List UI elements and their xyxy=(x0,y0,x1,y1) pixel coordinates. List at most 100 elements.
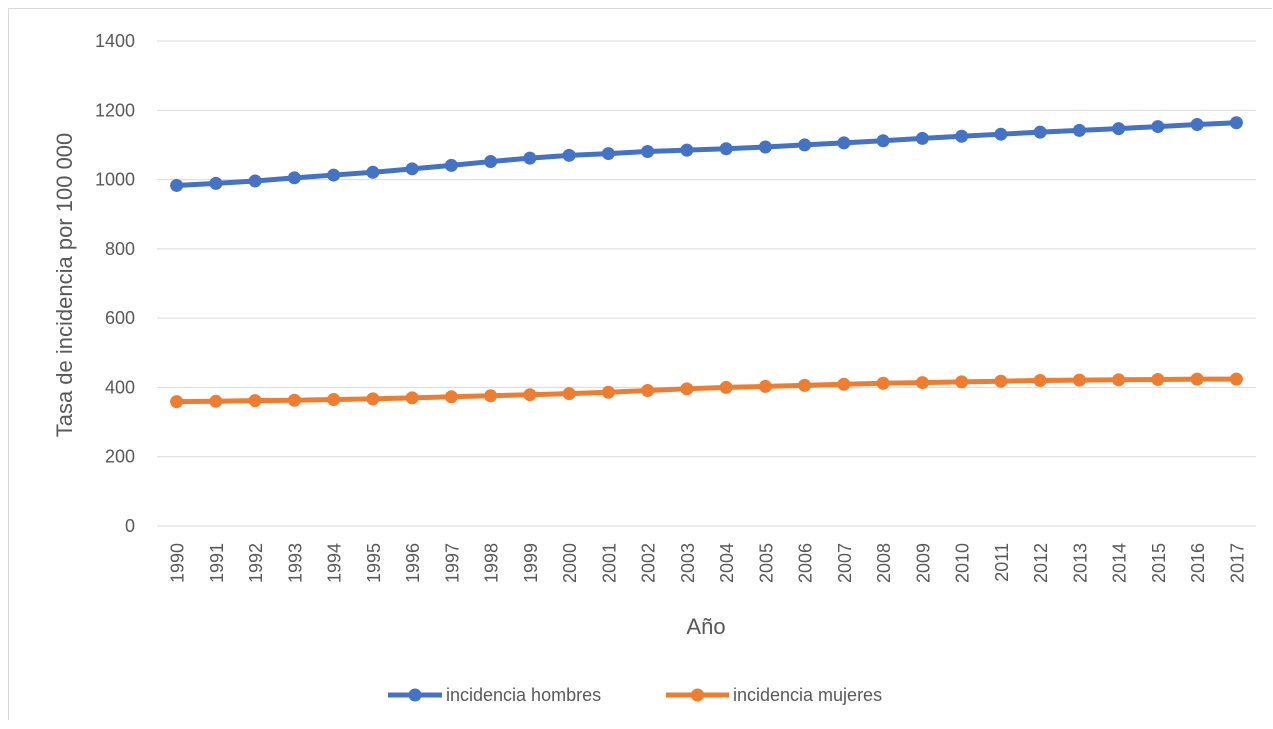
x-tick-label: 2007 xyxy=(835,543,855,583)
data-point xyxy=(955,375,969,389)
legend-swatch-marker xyxy=(691,688,704,702)
data-point xyxy=(523,388,537,402)
x-tick-label: 2000 xyxy=(560,543,580,583)
data-point xyxy=(444,158,458,172)
data-point xyxy=(719,380,733,394)
x-tick-label: 2012 xyxy=(1031,543,1051,583)
legend-swatch-marker xyxy=(408,688,422,702)
x-tick-label: 1997 xyxy=(442,543,462,583)
data-point xyxy=(758,140,772,154)
x-tick-label: 2002 xyxy=(639,543,659,583)
y-tick-label: 800 xyxy=(105,239,135,259)
y-tick-label: 200 xyxy=(105,447,135,467)
x-tick-label: 2010 xyxy=(953,543,973,583)
data-point xyxy=(876,134,890,148)
gridlines xyxy=(157,40,1256,527)
data-point xyxy=(1112,122,1126,136)
data-point xyxy=(327,168,341,182)
data-point xyxy=(641,145,655,159)
data-point xyxy=(170,178,184,192)
y-tick-label: 600 xyxy=(105,308,135,328)
data-point xyxy=(955,129,969,143)
data-point xyxy=(680,143,694,157)
data-point xyxy=(601,147,615,161)
y-tick-label: 1000 xyxy=(95,170,135,190)
x-tick-label: 2016 xyxy=(1188,543,1208,583)
series-group xyxy=(170,116,1243,409)
data-point xyxy=(798,138,812,152)
series-line xyxy=(174,376,1239,405)
legend: incidencia hombres incidencia mujeres xyxy=(388,685,882,705)
series-2 xyxy=(170,372,1243,409)
data-point xyxy=(1229,372,1243,386)
x-tick-label: 1994 xyxy=(325,543,345,583)
chart-frame xyxy=(8,8,1272,720)
y-tick-label: 0 xyxy=(125,516,135,536)
legend-label: incidencia mujeres xyxy=(733,685,882,705)
data-point xyxy=(405,162,419,176)
legend-item-1: incidencia hombres xyxy=(388,685,601,705)
data-point xyxy=(366,392,380,406)
y-axis-title: Tasa de incidencia por 100 000 xyxy=(52,133,77,438)
data-point xyxy=(1112,373,1126,387)
data-point xyxy=(994,127,1008,141)
x-tick-label: 2006 xyxy=(796,543,816,583)
data-point xyxy=(484,389,498,403)
x-tick-label: 2011 xyxy=(992,543,1012,582)
x-tick-label: 1995 xyxy=(364,543,384,583)
y-tick-label: 1200 xyxy=(95,100,135,120)
data-point xyxy=(1033,374,1047,387)
data-point xyxy=(405,391,419,405)
data-point xyxy=(366,165,380,179)
data-point xyxy=(444,390,458,404)
data-point xyxy=(837,377,851,391)
data-point xyxy=(248,394,262,408)
data-point xyxy=(601,385,615,399)
data-point xyxy=(719,142,733,156)
data-point xyxy=(287,393,301,407)
data-point xyxy=(1190,117,1204,131)
x-tick-label: 2013 xyxy=(1070,543,1090,583)
x-tick-label: 1999 xyxy=(521,543,541,583)
x-tick-label: 1992 xyxy=(246,543,266,583)
data-point xyxy=(1151,372,1165,386)
data-point xyxy=(915,131,929,145)
data-point xyxy=(1072,373,1086,387)
data-point xyxy=(798,378,812,392)
y-axis-ticks: 0 200 400 600 800 1000 1200 1400 xyxy=(95,31,135,536)
data-point xyxy=(758,379,772,393)
data-point xyxy=(1229,116,1243,130)
data-point xyxy=(523,151,537,165)
legend-item-2: incidencia mujeres xyxy=(666,685,882,705)
x-tick-label: 1998 xyxy=(482,543,502,583)
data-point xyxy=(327,393,341,407)
y-tick-label: 400 xyxy=(105,377,135,397)
x-tick-label: 2008 xyxy=(874,543,894,583)
x-axis-title: Año xyxy=(686,614,725,639)
data-point xyxy=(170,395,184,409)
data-point xyxy=(1033,125,1047,139)
x-tick-label: 2001 xyxy=(599,543,619,583)
legend-label: incidencia hombres xyxy=(446,685,601,705)
series-1 xyxy=(170,116,1243,192)
data-point xyxy=(562,387,576,401)
data-point xyxy=(915,376,929,390)
x-tick-label: 2003 xyxy=(678,543,698,583)
data-point xyxy=(287,171,301,185)
x-tick-label: 2009 xyxy=(913,543,933,583)
data-point xyxy=(1151,120,1165,134)
data-point xyxy=(562,148,576,162)
x-tick-label: 2014 xyxy=(1110,543,1130,583)
data-point xyxy=(876,376,890,390)
data-point xyxy=(209,176,223,190)
data-point xyxy=(680,382,694,396)
x-tick-label: 1996 xyxy=(403,543,423,583)
x-tick-label: 2004 xyxy=(717,543,737,583)
x-tick-label: 2005 xyxy=(756,543,776,583)
data-point xyxy=(641,384,655,398)
data-point xyxy=(484,155,498,169)
x-tick-label: 1990 xyxy=(168,543,188,583)
x-tick-label: 1993 xyxy=(285,543,305,583)
x-tick-label: 2015 xyxy=(1149,543,1169,583)
